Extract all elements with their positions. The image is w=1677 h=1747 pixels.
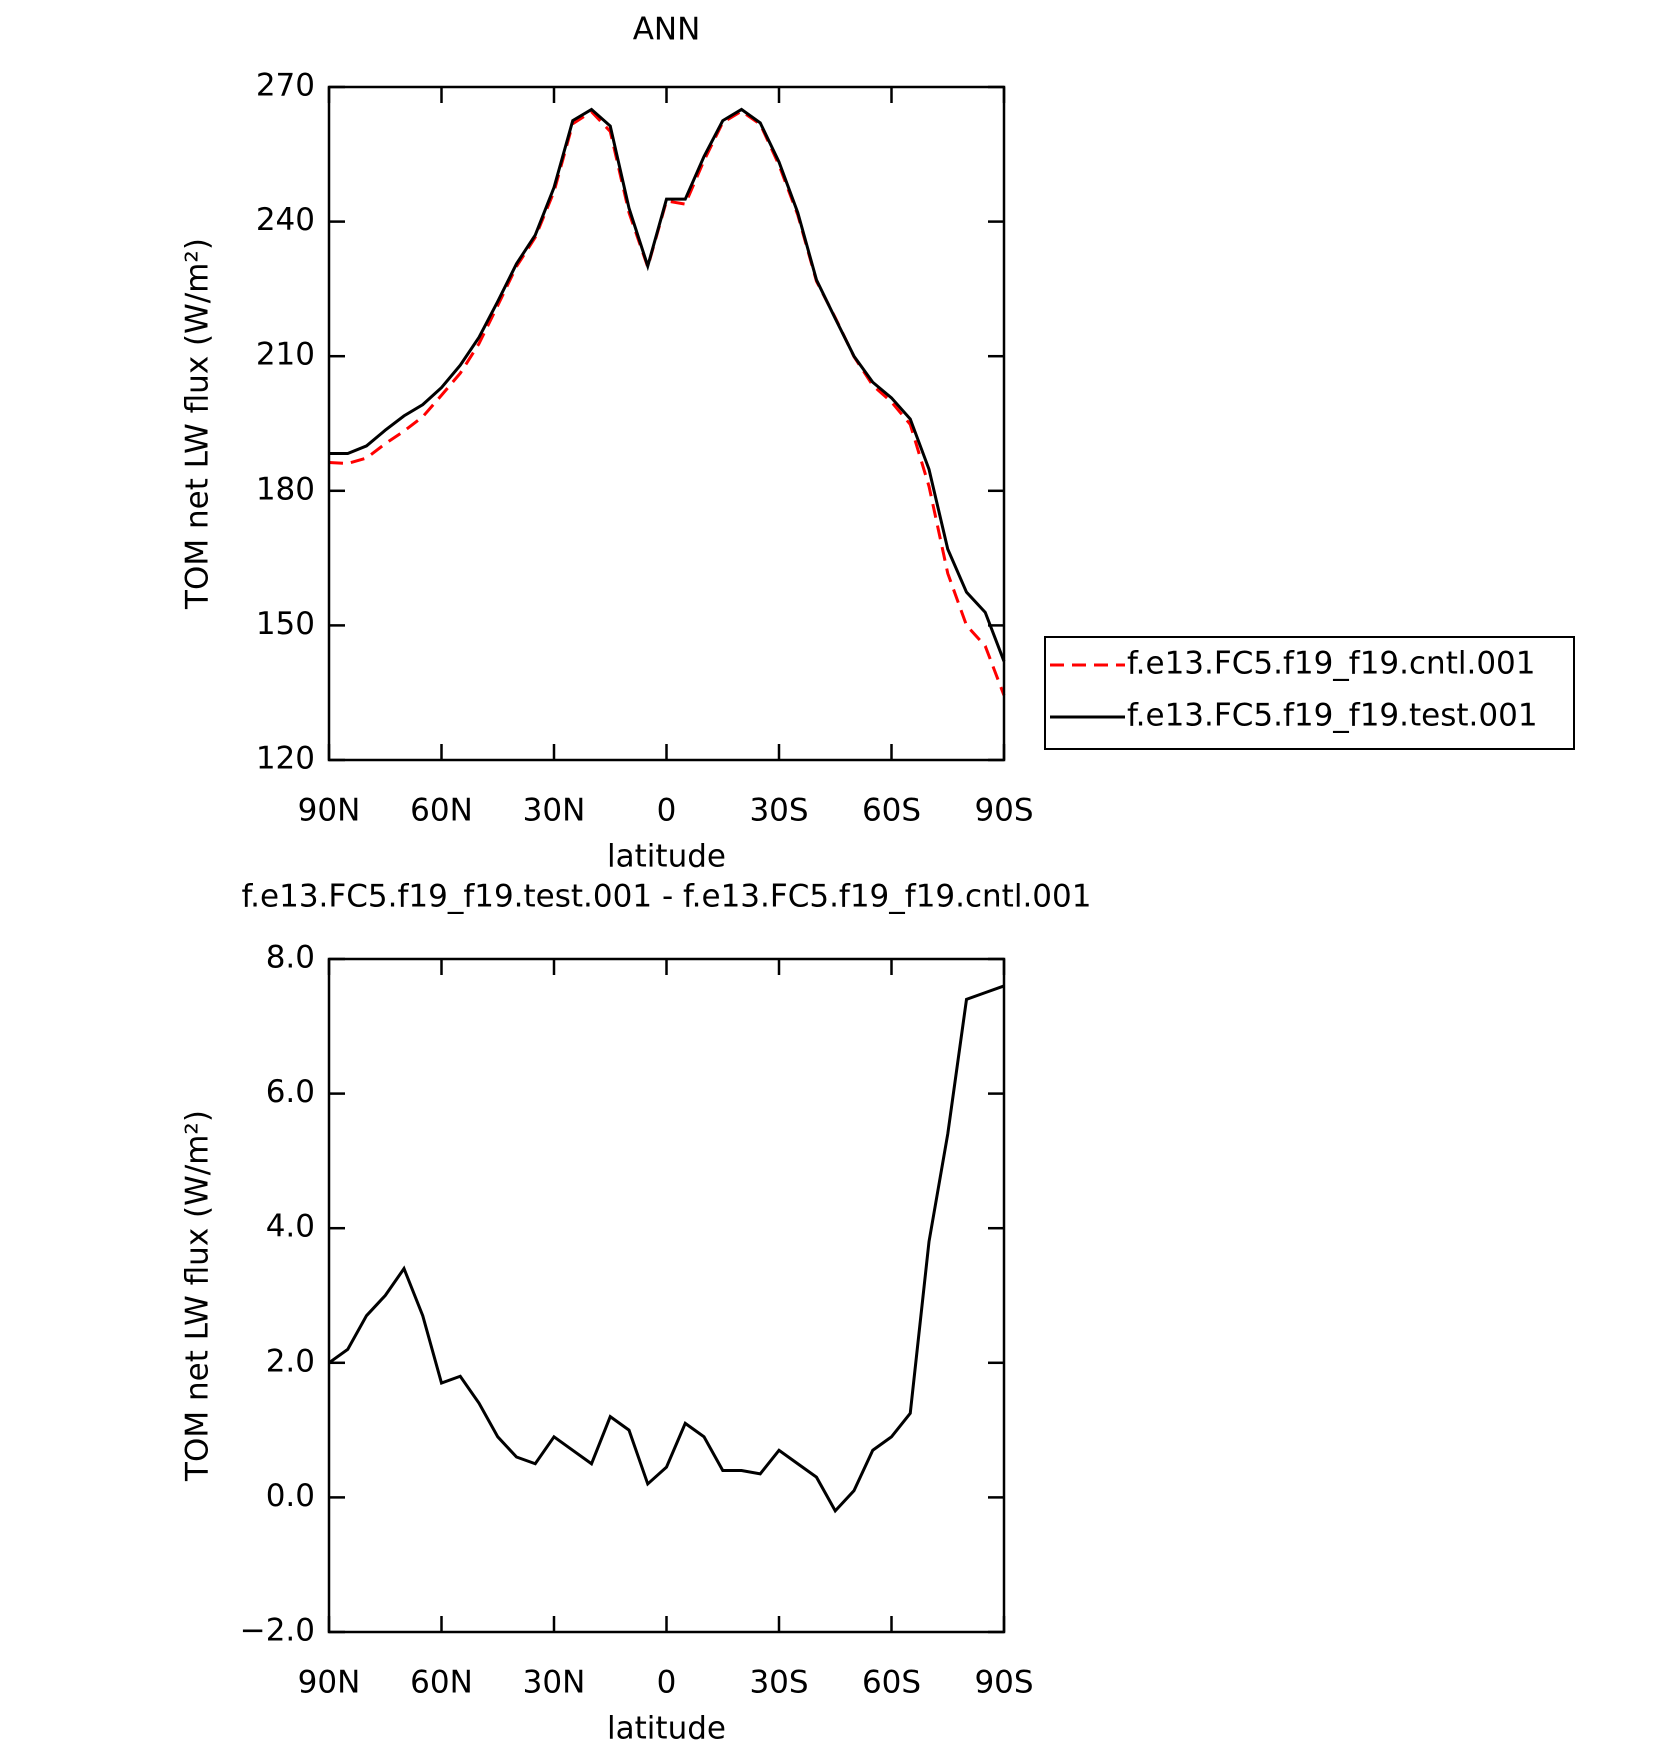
legend-label: f.e13.FC5.f19_f19.cntl.001 (1127, 646, 1536, 682)
x-tick-label: 90N (298, 793, 361, 829)
plot-frame (327, 957, 1006, 1634)
data-line (328, 109, 1006, 696)
y-tick-label: 240 (256, 202, 315, 238)
y-tick-label: 2.0 (266, 1343, 315, 1379)
y-tick-label: 0.0 (266, 1478, 315, 1514)
legend-label: f.e13.FC5.f19_f19.test.001 (1127, 698, 1538, 734)
x-tick-label: 30S (749, 793, 808, 829)
y-tick-label: −2.0 (240, 1613, 315, 1649)
x-tick-label: 60S (862, 793, 921, 829)
y-axis-label: TOM net LW flux (W/m²) (180, 238, 216, 610)
x-tick-label: 0 (657, 793, 677, 829)
y-tick-label: 6.0 (266, 1074, 315, 1110)
x-tick-label: 90S (974, 793, 1033, 829)
x-tick-label: 30N (523, 1665, 586, 1701)
chart-title: f.e13.FC5.f19_f19.test.001 - f.e13.FC5.f… (242, 879, 1092, 915)
x-axis-label: latitude (607, 839, 726, 875)
y-tick-label: 270 (256, 68, 315, 104)
plot-frame (327, 85, 1006, 762)
x-tick-label: 0 (657, 1665, 677, 1701)
y-tick-label: 4.0 (266, 1209, 315, 1245)
x-axis-label: latitude (607, 1711, 726, 1747)
y-tick-label: 8.0 (266, 940, 315, 976)
chart-title: ANN (633, 12, 701, 48)
y-tick-label: 210 (256, 337, 315, 373)
data-line (328, 984, 1005, 1514)
y-tick-label: 150 (256, 606, 315, 642)
y-axis-label: TOM net LW flux (W/m²) (180, 1110, 216, 1482)
x-tick-label: 30S (749, 1665, 808, 1701)
y-tick-label: 180 (256, 471, 315, 507)
data-line (329, 107, 1006, 662)
x-tick-label: 90N (298, 1665, 361, 1701)
legend-box (1044, 636, 1575, 750)
x-tick-label: 30N (523, 793, 586, 829)
x-tick-label: 60N (410, 793, 473, 829)
x-tick-label: 60N (410, 1665, 473, 1701)
x-tick-label: 60S (862, 1665, 921, 1701)
x-tick-label: 90S (974, 1665, 1033, 1701)
y-tick-label: 120 (256, 741, 315, 777)
